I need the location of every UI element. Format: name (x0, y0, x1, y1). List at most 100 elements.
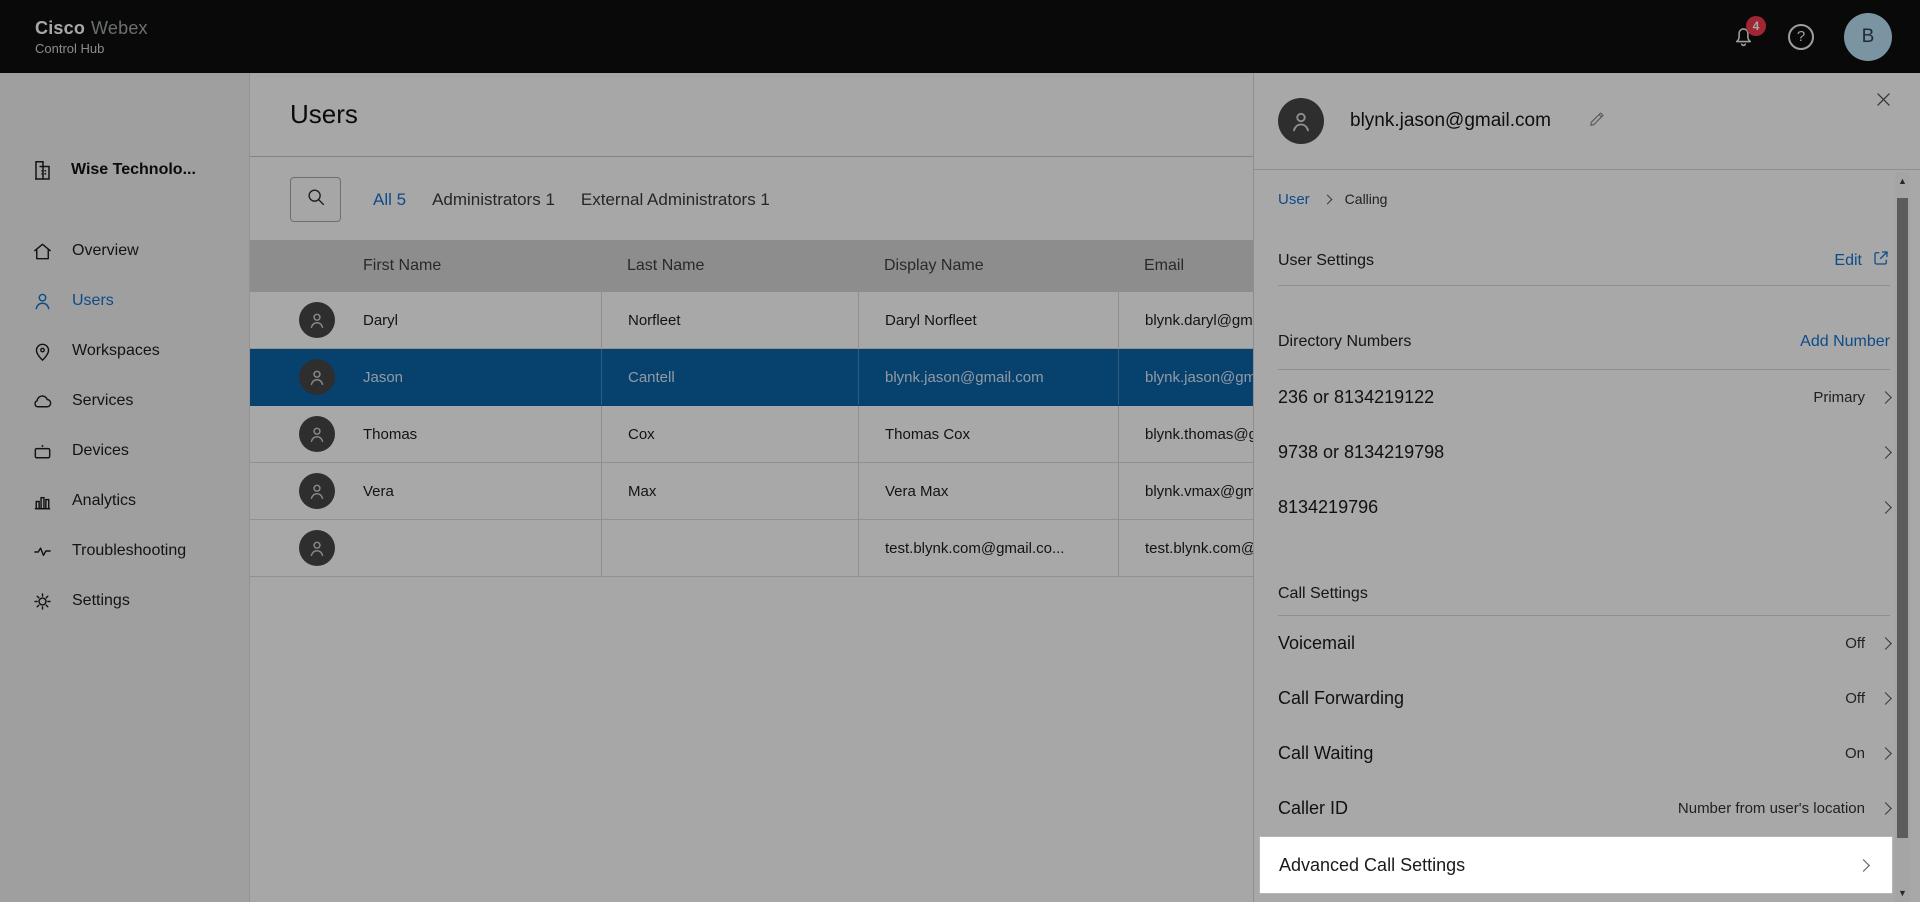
location-pin-icon (30, 339, 54, 363)
chevron-right-icon (1879, 692, 1892, 705)
directory-number-row[interactable]: 236 or 8134219122 Primary (1278, 370, 1892, 425)
directory-number-row[interactable]: 8134219796 (1278, 480, 1892, 535)
brand-logo: Cisco Webex Control Hub (35, 18, 148, 56)
page-title: Users (290, 99, 358, 129)
search-button[interactable] (290, 177, 341, 222)
directory-number-row[interactable]: 9738 or 8134219798 (1278, 425, 1892, 480)
device-icon (30, 439, 54, 463)
setting-label: Call Waiting (1278, 743, 1374, 763)
sidebar-item-label: Workspaces (72, 342, 160, 359)
chevron-right-icon (1857, 858, 1870, 872)
cell-email: blynk.jason@gma (1118, 349, 1540, 405)
avatar-initial: B (1861, 25, 1875, 47)
cell-display-name: test.blynk.com@gmail.co... (858, 520, 1118, 576)
cloud-icon (30, 389, 54, 413)
user-avatar-icon (299, 416, 335, 452)
user-avatar-icon (299, 530, 335, 566)
sidebar-item-troubleshooting[interactable]: Troubleshooting (0, 526, 249, 576)
edit-label: Edit (1834, 251, 1862, 269)
org-name: Wise Technolo... (71, 161, 196, 178)
cell-last-name: Cantell (601, 349, 858, 405)
cell-email: test.blynk.com@ (1118, 520, 1540, 576)
column-last-name: Last Name (627, 257, 705, 274)
brand-webex: Webex (91, 17, 148, 38)
scroll-down-icon[interactable]: ▼ (1898, 888, 1907, 898)
brand-cisco: Cisco (35, 17, 86, 38)
close-panel-button[interactable] (1868, 87, 1898, 117)
bar-chart-icon (30, 489, 54, 513)
setting-row-call-waiting[interactable]: Call Waiting On (1278, 726, 1892, 781)
gear-icon (30, 589, 54, 613)
directory-number: 9738 or 8134219798 (1278, 442, 1445, 462)
notifications-button[interactable]: 4 (1730, 15, 1766, 51)
edit-user-settings-link[interactable]: Edit (1834, 249, 1890, 272)
scrollbar-thumb[interactable] (1897, 198, 1908, 838)
help-button[interactable]: ? (1788, 23, 1814, 50)
home-icon (30, 239, 54, 263)
user-avatar-icon (299, 302, 335, 338)
panel-header: blynk.jason@gmail.com (1254, 73, 1920, 170)
cell-email: blynk.daryl@gma (1118, 292, 1540, 348)
users-toolbar: All 5 Administrators 1 External Administ… (290, 177, 1920, 222)
top-bar: Cisco Webex Control Hub 4 ? B (0, 0, 1920, 73)
external-link-icon (1872, 249, 1890, 272)
chevron-right-icon (1879, 637, 1892, 650)
breadcrumb: User Calling (1278, 188, 1890, 210)
directory-numbers-label: Directory Numbers (1278, 332, 1412, 350)
sidebar-item-workspaces[interactable]: Workspaces (0, 326, 249, 376)
user-settings-label: User Settings (1278, 251, 1375, 269)
column-email: Email (1144, 257, 1185, 274)
setting-row-advanced-call-settings[interactable]: Advanced Call Settings (1259, 836, 1893, 894)
cell-email: blynk.thomas@g (1118, 406, 1540, 462)
cell-last-name (601, 520, 858, 576)
setting-row-caller-id[interactable]: Caller ID Number from user's location (1278, 781, 1892, 836)
panel-user-email: blynk.jason@gmail.com (1350, 110, 1551, 131)
setting-value: Off (1845, 690, 1865, 707)
column-display-name: Display Name (884, 257, 984, 274)
edit-email-button[interactable] (1587, 109, 1607, 134)
setting-value: Number from user's location (1677, 800, 1865, 817)
cell-first-name: Jason (363, 368, 404, 386)
add-number-link[interactable]: Add Number (1800, 332, 1890, 350)
directory-number: 236 or 8134219122 (1278, 387, 1435, 407)
user-filters: All 5 Administrators 1 External Administ… (373, 190, 770, 210)
cell-display-name: Thomas Cox (858, 406, 1118, 462)
panel-body: User Calling User Settings Edit Director… (1254, 188, 1920, 894)
setting-value: Off (1845, 635, 1865, 652)
setting-row-call-forwarding[interactable]: Call Forwarding Off (1278, 671, 1892, 726)
cell-display-name: Daryl Norfleet (858, 292, 1118, 348)
sidebar-item-overview[interactable]: Overview (0, 226, 249, 276)
panel-scrollbar[interactable]: ▲ ▼ (1895, 172, 1910, 902)
org-selector[interactable]: Wise Technolo... (0, 148, 249, 192)
sidebar-item-services[interactable]: Services (0, 376, 249, 426)
sidebar-item-label: Analytics (72, 492, 137, 509)
filter-administrators[interactable]: Administrators 1 (432, 189, 555, 209)
setting-label: Caller ID (1278, 798, 1349, 818)
cell-display-name: blynk.jason@gmail.com (858, 349, 1118, 405)
filter-all[interactable]: All 5 (373, 189, 407, 209)
setting-label: Advanced Call Settings (1279, 854, 1466, 875)
buildings-icon (30, 158, 54, 182)
setting-value: On (1844, 745, 1865, 762)
account-avatar[interactable]: B (1844, 12, 1892, 61)
sidebar-item-analytics[interactable]: Analytics (0, 476, 249, 526)
chevron-right-icon (1879, 747, 1892, 760)
user-detail-panel: blynk.jason@gmail.com User Calling User … (1253, 73, 1920, 902)
sidebar-item-users[interactable]: Users (0, 276, 249, 326)
filter-external-administrators[interactable]: External Administrators 1 (580, 189, 770, 209)
setting-row-voicemail[interactable]: Voicemail Off (1278, 616, 1892, 671)
sidebar-item-devices[interactable]: Devices (0, 426, 249, 476)
scroll-up-icon[interactable]: ▲ (1898, 176, 1907, 186)
user-settings-section: User Settings Edit (1278, 236, 1890, 286)
breadcrumb-current: Calling (1344, 191, 1388, 207)
user-avatar-icon (299, 473, 335, 509)
breadcrumb-user-link[interactable]: User (1278, 190, 1310, 208)
cell-last-name: Cox (601, 406, 858, 462)
sidebar: Wise Technolo... Overview Users Workspac… (0, 73, 250, 902)
sidebar-item-settings[interactable]: Settings (0, 576, 249, 626)
cell-email: blynk.vmax@gm (1118, 463, 1540, 519)
chevron-right-icon (1879, 391, 1892, 404)
column-first-name: First Name (363, 257, 442, 274)
sidebar-item-label: Users (72, 292, 114, 309)
user-avatar-icon (299, 359, 335, 395)
